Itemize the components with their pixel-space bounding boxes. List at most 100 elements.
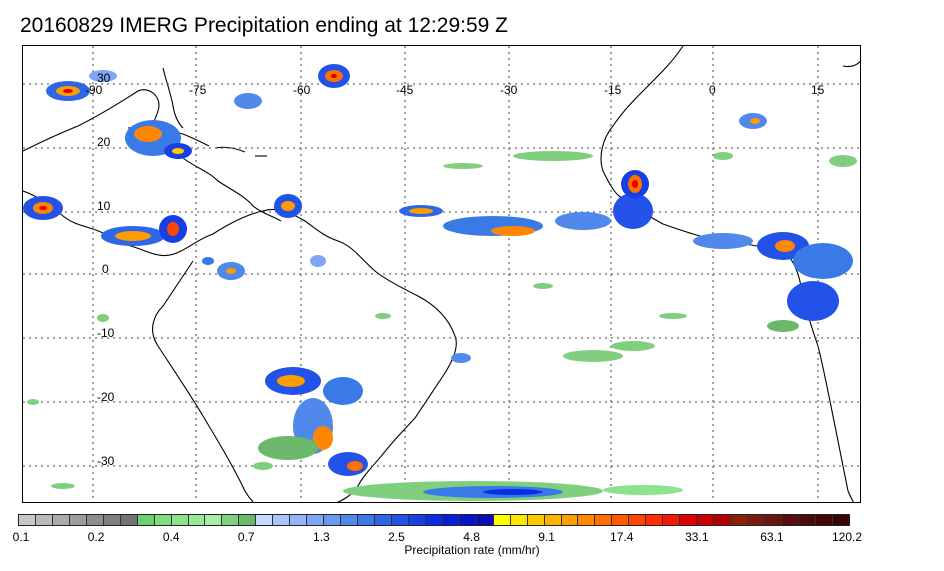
colorbar-swatch xyxy=(205,515,223,525)
coastline-florida xyxy=(162,67,184,129)
colorbar-swatch xyxy=(459,515,477,525)
colorbar-swatch xyxy=(714,515,732,525)
colorbar-swatch xyxy=(781,515,799,525)
colorbar-swatch xyxy=(239,515,257,525)
lat-label: 10 xyxy=(97,199,111,213)
precip-cell-hurricane xyxy=(318,64,350,88)
lon-label: -30 xyxy=(500,83,518,97)
graticule-layer xyxy=(23,46,860,502)
colorbar-swatch xyxy=(442,515,460,525)
colorbar-swatch xyxy=(561,515,579,525)
lat-label: -10 xyxy=(97,326,115,340)
lat-label: -20 xyxy=(97,390,115,404)
coastline-south-america xyxy=(212,208,457,502)
colorbar-swatch xyxy=(120,515,138,525)
latitude-labels: 30 20 10 0 -10 -20 -30 xyxy=(97,71,115,468)
colorbar-tick-label: 4.8 xyxy=(463,530,480,544)
lon-label: 0 xyxy=(709,83,716,97)
colorbar-swatch xyxy=(832,515,849,525)
colorbar-swatch xyxy=(52,515,70,525)
precip-band-itcz xyxy=(274,170,853,332)
page-title: 20160829 IMERG Precipitation ending at 1… xyxy=(20,14,508,37)
colorbar-swatch xyxy=(697,515,715,525)
precip-cell-pacific-central-america xyxy=(23,196,187,246)
colorbar-tick-label: 17.4 xyxy=(610,530,634,544)
colorbar-swatch xyxy=(612,515,630,525)
colorbar xyxy=(18,514,850,526)
colorbar-swatch xyxy=(19,515,36,525)
lat-label: 0 xyxy=(102,262,109,276)
precipitation-layer xyxy=(23,64,857,501)
colorbar-swatch xyxy=(290,515,308,525)
colorbar-swatch xyxy=(35,515,53,525)
precip-cell-caribbean xyxy=(125,120,192,159)
colorbar-swatch xyxy=(307,515,325,525)
map-frame: -90 -75 -60 -45 -30 -15 0 15 30 20 10 0 … xyxy=(22,45,861,503)
colorbar-tick-label: 120.2 xyxy=(831,530,863,544)
lon-label: -75 xyxy=(189,83,207,97)
colorbar-tick-label: 9.1 xyxy=(538,530,555,544)
colorbar-tick-label: 1.3 xyxy=(313,530,330,544)
coastline-south-america-west xyxy=(152,260,254,502)
colorbar-swatch xyxy=(510,515,528,525)
lat-label: 20 xyxy=(97,135,111,149)
colorbar-swatch xyxy=(425,515,443,525)
lon-label: 15 xyxy=(811,83,825,97)
lon-label: -60 xyxy=(293,83,311,97)
colorbar-swatch xyxy=(273,515,291,525)
colorbar-swatch xyxy=(764,515,782,525)
colorbar-swatch xyxy=(408,515,426,525)
colorbar-swatch xyxy=(256,515,274,525)
coastline-iberia xyxy=(842,61,860,68)
colorbar-swatch xyxy=(595,515,613,525)
precipitation-map: -90 -75 -60 -45 -30 -15 0 15 30 20 10 0 … xyxy=(23,46,860,502)
longitude-labels: -90 -75 -60 -45 -30 -15 0 15 xyxy=(85,83,825,97)
colorbar-swatch xyxy=(629,515,647,525)
colorbar-swatch xyxy=(493,515,511,525)
colorbar-swatch xyxy=(86,515,104,525)
colorbar-tick-label: 63.1 xyxy=(760,530,784,544)
lat-label: 30 xyxy=(97,71,111,85)
colorbar-swatch xyxy=(815,515,833,525)
colorbar-tick-label: 0.2 xyxy=(87,530,105,544)
colorbar-swatch xyxy=(324,515,342,525)
precip-cell-south-america xyxy=(258,353,471,476)
colorbar-swatch xyxy=(747,515,765,525)
precip-scatter-light xyxy=(27,151,857,489)
colorbar-swatch xyxy=(731,515,748,525)
colorbar-swatch xyxy=(341,515,359,525)
lon-label: -45 xyxy=(396,83,414,97)
colorbar-tick-label: 0.1 xyxy=(12,530,30,544)
colorbar-label: Precipitation rate (mm/hr) xyxy=(404,543,540,557)
colorbar-tick-label: 0.7 xyxy=(237,530,255,544)
colorbar-swatch xyxy=(680,515,698,525)
precip-cell-gulf xyxy=(46,81,90,101)
precip-cell-africa-north xyxy=(739,113,767,129)
precip-cell-gulf-north xyxy=(89,70,262,109)
coastline-hispaniola xyxy=(214,146,246,153)
colorbar-swatch xyxy=(391,515,409,525)
colorbar-swatch xyxy=(358,515,376,525)
colorbar-swatch xyxy=(103,515,121,525)
colorbar-swatch xyxy=(154,515,172,525)
lat-label: -30 xyxy=(97,454,115,468)
colorbar-swatch xyxy=(798,515,816,525)
colorbar-swatch xyxy=(527,515,545,525)
colorbar-tick-label: 2.5 xyxy=(388,530,405,544)
precip-band-south-atlantic xyxy=(343,481,683,501)
colorbar-swatch xyxy=(578,515,596,525)
colorbar-swatch xyxy=(375,515,392,525)
lon-label: -90 xyxy=(85,83,103,97)
colorbar-swatch xyxy=(188,515,206,525)
coastline-layer xyxy=(23,46,860,502)
colorbar-tick-label: 33.1 xyxy=(685,530,709,544)
colorbar-swatch xyxy=(476,515,494,525)
colorbar-swatch xyxy=(137,515,155,525)
lon-label: -15 xyxy=(604,83,622,97)
colorbar-tick-label: 0.4 xyxy=(162,530,180,544)
colorbar-swatch xyxy=(222,515,240,525)
colorbar-swatch xyxy=(663,515,681,525)
precip-cell-amazon xyxy=(202,255,326,280)
colorbar-swatch xyxy=(171,515,189,525)
colorbar-swatch xyxy=(69,515,87,525)
